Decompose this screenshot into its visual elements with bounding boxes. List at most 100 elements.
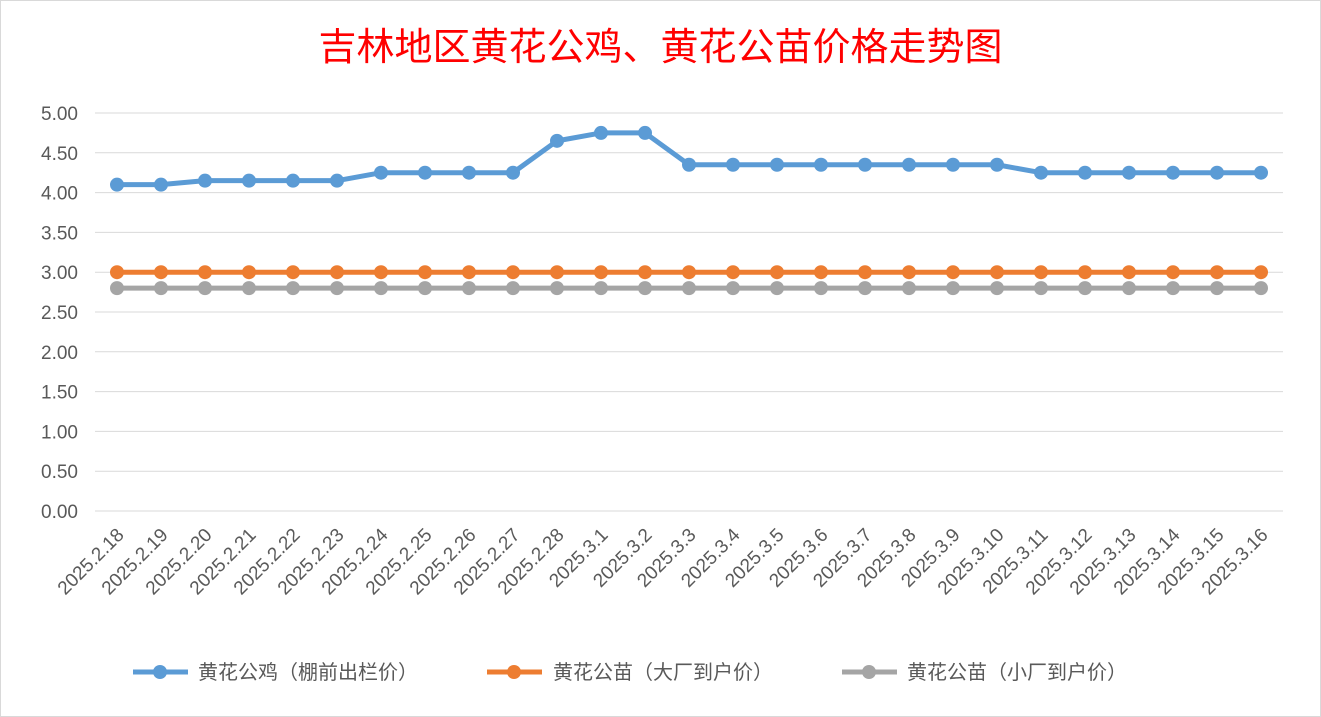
- data-point: [1034, 165, 1048, 180]
- legend-item: 黄花公鸡（棚前出栏价）: [133, 660, 418, 684]
- data-point: [858, 281, 872, 296]
- data-point: [638, 281, 652, 296]
- data-point: [110, 265, 124, 280]
- data-point: [1166, 281, 1180, 296]
- legend-label: 黄花公苗（小厂到户价）: [907, 660, 1127, 684]
- legend-swatch-marker: [507, 665, 521, 679]
- data-point: [242, 281, 256, 296]
- legend-label: 黄花公苗（大厂到户价）: [553, 660, 773, 684]
- data-point: [770, 265, 784, 280]
- data-point: [154, 177, 168, 192]
- data-point: [550, 265, 564, 280]
- data-point: [1078, 165, 1092, 180]
- legend-swatch-marker: [862, 665, 876, 679]
- data-point: [1210, 281, 1224, 296]
- data-point: [1122, 281, 1136, 296]
- data-point: [682, 281, 696, 296]
- y-tick-label: 0.00: [41, 502, 78, 523]
- data-point: [1166, 265, 1180, 280]
- data-point: [374, 165, 388, 180]
- data-point: [902, 157, 916, 172]
- data-point: [462, 281, 476, 296]
- data-point: [1078, 265, 1092, 280]
- y-tick-label: 4.50: [41, 144, 78, 165]
- data-point: [946, 157, 960, 172]
- y-tick-label: 4.00: [41, 184, 78, 205]
- legend-label: 黄花公鸡（棚前出栏价）: [198, 660, 418, 684]
- y-tick-label: 3.00: [41, 263, 78, 284]
- data-point: [242, 265, 256, 280]
- data-point: [1210, 165, 1224, 180]
- data-point: [462, 265, 476, 280]
- data-point: [198, 281, 212, 296]
- data-point: [814, 281, 828, 296]
- data-point: [1122, 265, 1136, 280]
- data-point: [1254, 265, 1268, 280]
- data-point: [550, 133, 564, 148]
- data-point: [1166, 165, 1180, 180]
- data-point: [814, 157, 828, 172]
- series-2: [110, 265, 1268, 280]
- data-point: [110, 177, 124, 192]
- data-point: [330, 173, 344, 188]
- y-tick-label: 5.00: [41, 104, 78, 125]
- data-point: [1034, 265, 1048, 280]
- data-point: [1254, 281, 1268, 296]
- y-tick-label: 2.50: [41, 303, 78, 324]
- data-point: [726, 157, 740, 172]
- data-point: [770, 157, 784, 172]
- data-point: [858, 157, 872, 172]
- data-point: [726, 265, 740, 280]
- data-point: [286, 265, 300, 280]
- data-point: [418, 281, 432, 296]
- data-point: [374, 265, 388, 280]
- data-point: [946, 281, 960, 296]
- data-point: [506, 281, 520, 296]
- data-point: [594, 265, 608, 280]
- data-point: [506, 265, 520, 280]
- data-point: [330, 265, 344, 280]
- data-point: [726, 281, 740, 296]
- chart-title: 吉林地区黄花公鸡、黄花公苗价格走势图: [318, 25, 1003, 69]
- data-point: [990, 281, 1004, 296]
- data-point: [858, 265, 872, 280]
- data-point: [418, 265, 432, 280]
- data-point: [242, 173, 256, 188]
- data-point: [902, 281, 916, 296]
- data-point: [462, 165, 476, 180]
- y-tick-label: 1.00: [41, 422, 78, 443]
- data-point: [814, 265, 828, 280]
- y-tick-label: 3.50: [41, 223, 78, 244]
- data-point: [638, 265, 652, 280]
- data-point: [154, 281, 168, 296]
- data-point: [638, 125, 652, 140]
- y-tick-label: 0.50: [41, 462, 78, 483]
- data-point: [286, 173, 300, 188]
- legend-swatch-marker: [153, 665, 167, 679]
- data-point: [1210, 265, 1224, 280]
- data-point: [154, 265, 168, 280]
- data-point: [946, 265, 960, 280]
- data-point: [594, 125, 608, 140]
- data-point: [198, 265, 212, 280]
- data-point: [418, 165, 432, 180]
- data-point: [330, 281, 344, 296]
- data-point: [1078, 281, 1092, 296]
- data-point: [1122, 165, 1136, 180]
- data-point: [682, 265, 696, 280]
- data-point: [1034, 281, 1048, 296]
- data-point: [682, 157, 696, 172]
- data-point: [990, 157, 1004, 172]
- data-point: [198, 173, 212, 188]
- data-point: [110, 281, 124, 296]
- data-point: [990, 265, 1004, 280]
- data-point: [1254, 165, 1268, 180]
- series-3: [110, 281, 1268, 296]
- y-tick-label: 2.00: [41, 343, 78, 364]
- data-point: [286, 281, 300, 296]
- data-point: [506, 165, 520, 180]
- data-point: [594, 281, 608, 296]
- y-tick-label: 1.50: [41, 383, 78, 404]
